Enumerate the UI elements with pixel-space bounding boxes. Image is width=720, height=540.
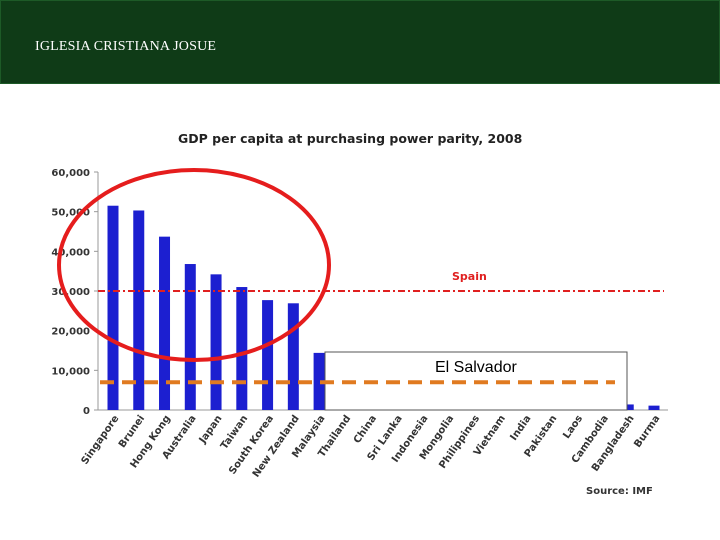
bar xyxy=(236,287,248,410)
bar xyxy=(133,210,145,410)
bar xyxy=(107,205,119,410)
y-tick-label: 60,000 xyxy=(51,168,90,179)
bar xyxy=(313,352,325,410)
x-tick-label: Singapore xyxy=(80,413,122,467)
spain-label: Spain xyxy=(452,270,487,283)
bar xyxy=(622,404,634,410)
chart-title: GDP per capita at purchasing power parit… xyxy=(178,131,522,146)
bar xyxy=(287,303,299,410)
y-tick-label: 40,000 xyxy=(51,247,90,258)
page-title: IGLESIA CRISTIANA JOSUE xyxy=(35,39,217,54)
y-tick-label: 0 xyxy=(83,406,90,417)
el-salvador-label: El Salvador xyxy=(435,359,517,376)
x-tick-label: Burma xyxy=(632,413,662,449)
bar xyxy=(184,264,196,410)
x-tick-label: Japan xyxy=(197,413,225,446)
y-tick-label: 30,000 xyxy=(51,287,90,298)
bar xyxy=(159,236,171,410)
y-tick-label: 20,000 xyxy=(51,327,90,338)
x-tick-label: India xyxy=(508,413,533,442)
highlight-ellipse xyxy=(57,168,331,362)
bar xyxy=(648,405,660,410)
x-tick-label: China xyxy=(352,413,379,445)
header-bar: IGLESIA CRISTIANA JOSUE xyxy=(0,0,720,84)
bar xyxy=(210,274,222,410)
source-label: Source: IMF xyxy=(586,486,653,497)
y-tick-label: 50,000 xyxy=(51,208,90,219)
x-tick-label: Laos xyxy=(561,413,585,441)
y-tick-label: 10,000 xyxy=(51,366,90,377)
bar xyxy=(262,300,274,410)
x-tick-label: New Zealand xyxy=(251,413,302,479)
